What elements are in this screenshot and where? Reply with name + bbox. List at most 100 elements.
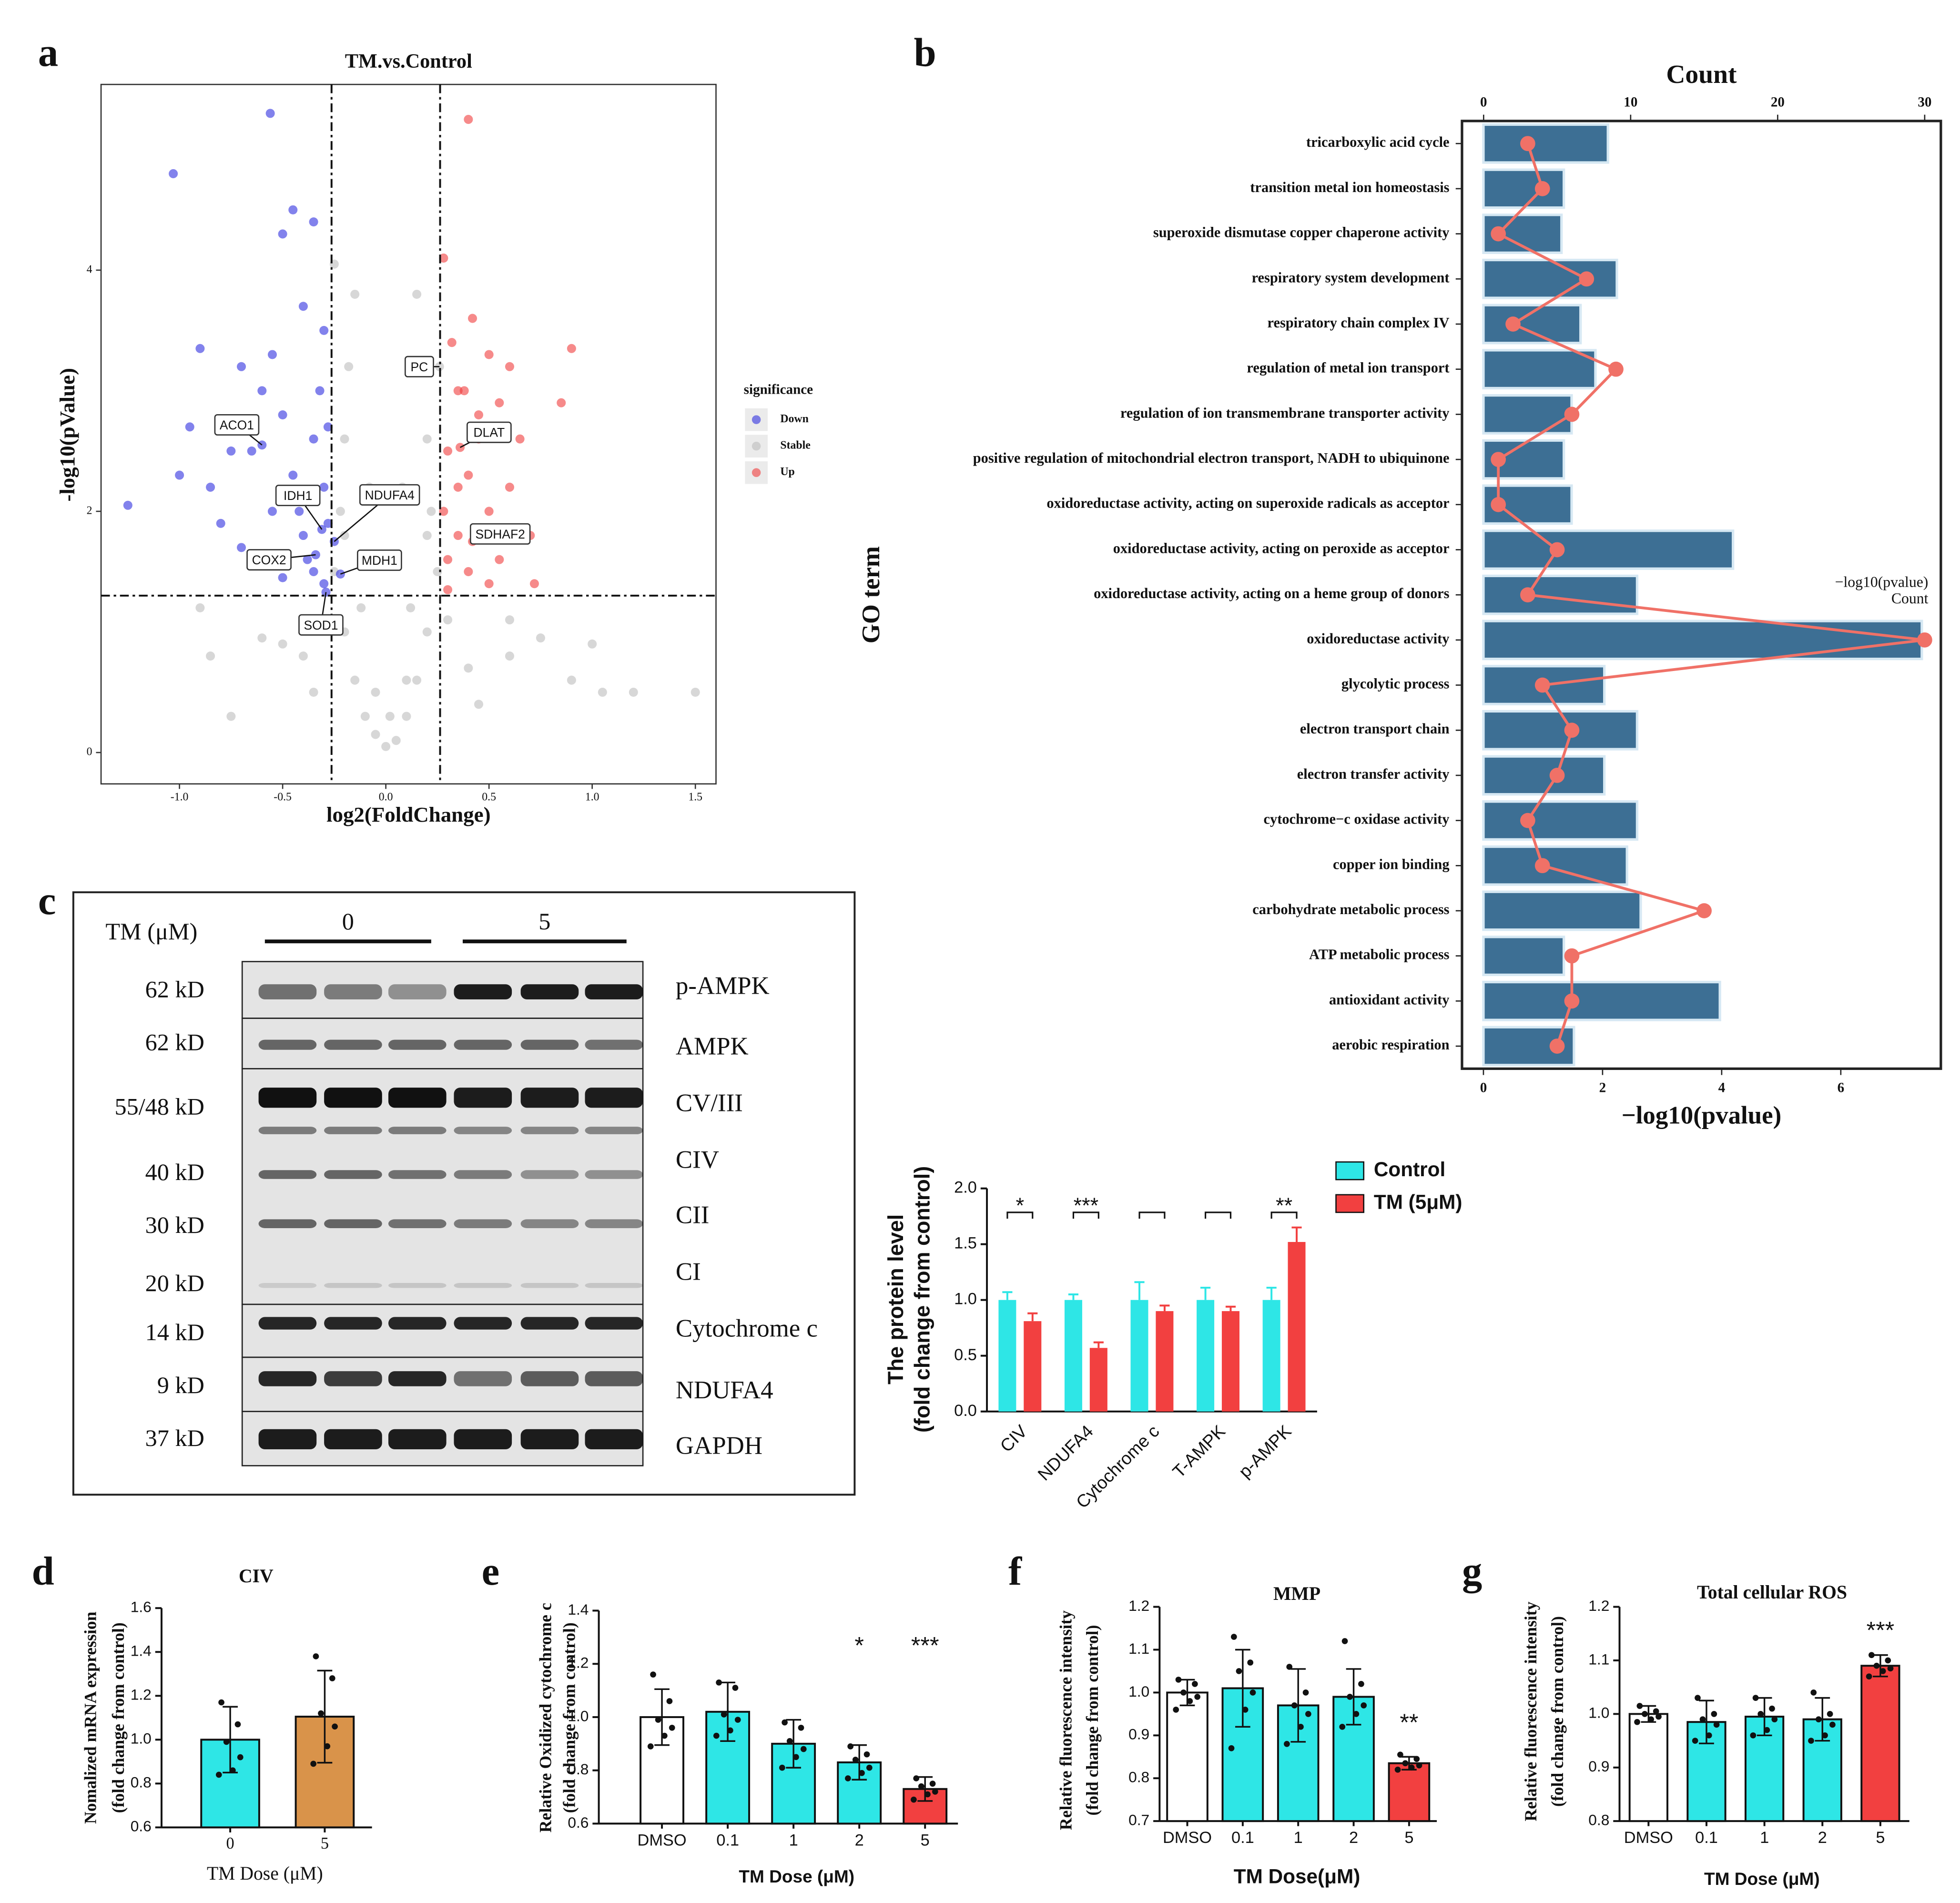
x-tick-label: T-AMPK [1168, 1421, 1229, 1481]
band [520, 984, 579, 999]
point [123, 500, 132, 510]
point [309, 434, 318, 444]
y-axis-label: (fold change from control) [1083, 1625, 1102, 1816]
data-point [1416, 1762, 1422, 1769]
data-point [1711, 1710, 1717, 1717]
point [536, 633, 545, 643]
y-tick-label: electron transport chain [1300, 721, 1450, 737]
count-dot [1549, 1038, 1565, 1054]
data-point [1699, 1716, 1706, 1722]
point [216, 519, 225, 528]
band [388, 1282, 447, 1288]
band [258, 1429, 317, 1450]
point [422, 627, 432, 637]
point [288, 205, 298, 214]
dose-label: TM (μM) [105, 918, 197, 945]
bar [1482, 620, 1923, 661]
y-axis-label: (fold change from control) [910, 1166, 934, 1433]
panel-label: d [32, 1549, 54, 1594]
count-dot [1917, 632, 1932, 648]
data-point [1291, 1702, 1298, 1709]
point [323, 422, 333, 432]
point [298, 531, 308, 540]
error-bar [786, 1719, 801, 1769]
y-axis-label: (fold change from control) [560, 1622, 579, 1813]
band [520, 1039, 579, 1050]
point [443, 555, 453, 564]
y-tick-label: 1.0 [1588, 1704, 1609, 1721]
data-point [1173, 1707, 1179, 1713]
point [464, 567, 473, 576]
y-tick-label: 0.8 [568, 1761, 589, 1778]
x-tick-label: 0.5 [482, 791, 496, 803]
bar [1860, 1665, 1900, 1822]
data-point [1757, 1710, 1764, 1717]
y-tick-label: 1.4 [568, 1601, 589, 1618]
error-bar [223, 1706, 238, 1774]
data-point [1648, 1716, 1654, 1722]
panel-label: b [914, 31, 936, 75]
sig-bracket [1138, 1211, 1166, 1219]
band [388, 1039, 447, 1050]
data-point [1298, 1723, 1304, 1730]
error-bar [1291, 1226, 1302, 1242]
count-dot [1564, 948, 1580, 964]
x2-tick-label: 20 [1771, 95, 1785, 110]
point [319, 579, 329, 589]
point [267, 350, 277, 359]
data-point [1175, 1677, 1182, 1683]
point [529, 579, 539, 589]
point [265, 109, 275, 118]
data-point [1771, 1716, 1778, 1722]
bar [1482, 755, 1606, 796]
data-point [1810, 1689, 1817, 1696]
point [257, 386, 267, 396]
point [295, 507, 304, 516]
point [443, 446, 453, 456]
annotation-box [298, 614, 344, 636]
bar [1130, 1300, 1148, 1412]
error-bar [917, 1776, 933, 1802]
count-dot [1491, 226, 1506, 242]
sig-label: *** [911, 1632, 939, 1659]
data-point [1341, 1638, 1348, 1644]
y-tick-label: 0.8 [1588, 1811, 1609, 1828]
data-point [669, 1724, 675, 1731]
protein-label: AMPK [676, 1032, 749, 1060]
annotation-box [359, 484, 420, 506]
data-point [866, 1764, 873, 1771]
band [454, 1170, 512, 1179]
band [388, 1317, 447, 1330]
data-point [863, 1751, 870, 1758]
data-point [859, 1770, 865, 1776]
annotation-box [214, 414, 260, 436]
data-point [1769, 1705, 1775, 1712]
y-tick-label: 0.9 [1588, 1758, 1609, 1775]
point [567, 344, 576, 353]
data-point [847, 1743, 854, 1750]
y-tick-label: 0.8 [1128, 1769, 1149, 1786]
legend-title: significance [744, 382, 813, 397]
legend-label: Up [780, 466, 794, 478]
data-point [1764, 1727, 1770, 1733]
data-point [1247, 1659, 1254, 1666]
count-dot [1608, 361, 1624, 377]
error-bar [1815, 1697, 1830, 1742]
point [557, 398, 566, 407]
y-tick-label: copper ion binding [1333, 856, 1449, 872]
bar [1156, 1311, 1174, 1412]
x-tick-label: p-AMPK [1235, 1421, 1295, 1481]
band [520, 1317, 579, 1330]
point [422, 434, 432, 444]
legend-label: −log10(pvalue) [1835, 574, 1929, 590]
x-tick-label: 1.5 [688, 791, 702, 803]
sig-label: *** [1867, 1617, 1895, 1644]
bar [1262, 1300, 1280, 1412]
x-tick-label: 2 [1818, 1829, 1827, 1847]
y-tick-label: 1.4 [131, 1642, 152, 1659]
y-tick-label: 1.0 [1128, 1683, 1149, 1700]
point [439, 507, 448, 516]
annotation-label: NDUFA4 [365, 488, 415, 502]
data-point [1180, 1689, 1187, 1696]
band [258, 1371, 317, 1386]
